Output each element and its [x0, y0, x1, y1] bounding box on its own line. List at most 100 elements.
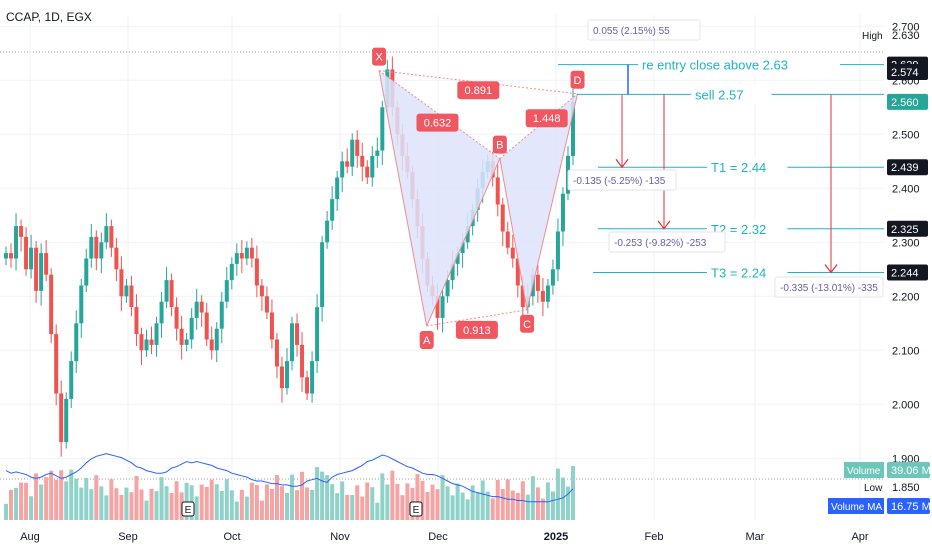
candle-body	[520, 285, 525, 308]
candle-body	[174, 307, 179, 329]
candle-body	[249, 247, 254, 259]
price-axis[interactable]: 2.7002.6002.5002.4002.3002.2002.1002.000…	[892, 21, 920, 465]
pattern-label: D	[574, 75, 582, 87]
volume-bar	[104, 495, 109, 520]
volume-bar	[274, 475, 279, 520]
volume-bar	[390, 470, 395, 520]
volume-tag-value-bg	[887, 462, 930, 478]
candle-body	[465, 226, 470, 243]
measurement-box	[774, 276, 884, 298]
volume-tag-label-bg	[844, 462, 884, 478]
candle-body	[259, 285, 264, 297]
volume-bar	[470, 485, 475, 520]
volume-bar	[269, 489, 274, 520]
volume-bar	[99, 486, 104, 520]
volume-bar	[305, 487, 310, 520]
target-arrow-head	[657, 220, 671, 230]
volume-bar	[219, 491, 224, 520]
high-label: High	[862, 31, 883, 42]
level-tag-t1: 2.439	[891, 162, 919, 174]
volume-bar	[14, 487, 19, 520]
candle-body	[89, 236, 94, 259]
level-label: T3 = 2.24	[711, 266, 766, 281]
candle-body	[380, 107, 385, 151]
volume-bar	[69, 469, 74, 520]
candle-body	[295, 323, 300, 345]
volume-bar	[84, 478, 89, 520]
volume-bar	[229, 490, 234, 520]
volume-bar	[515, 493, 520, 520]
candle-body	[335, 177, 340, 200]
candle-body	[214, 328, 219, 351]
measurement-box	[567, 169, 677, 191]
volume-bars	[4, 466, 575, 520]
volume-bar	[385, 484, 390, 520]
volume-bar	[550, 491, 555, 520]
volume-bar	[300, 471, 305, 520]
x-tick-label: Oct	[223, 531, 240, 543]
measurement-text: 0.055 (2.15%) 55	[593, 26, 670, 37]
volume-bar	[345, 494, 350, 520]
volume-bar	[340, 481, 345, 520]
pattern-label: 0.891	[465, 85, 493, 97]
candle-body	[94, 236, 99, 259]
pattern-label: C	[523, 319, 531, 331]
last-price-tag-bg	[887, 93, 928, 110]
candle-body	[560, 193, 565, 232]
candle-body	[29, 247, 34, 270]
candle-body	[79, 285, 84, 324]
volume-bar	[204, 487, 209, 520]
candle-body	[194, 301, 199, 318]
volume-bar	[19, 482, 24, 520]
vma-tag-value-bg	[887, 498, 930, 514]
candle-body	[571, 101, 575, 156]
level-label-bg	[707, 158, 788, 177]
candle-body	[104, 226, 109, 243]
volume-bar	[129, 492, 134, 520]
volume-bar	[485, 491, 490, 520]
volume-bar	[310, 489, 315, 520]
time-axis[interactable]: Aug Sep Oct Nov Dec 2025 Feb Mar Apr	[20, 531, 869, 543]
candle-body	[164, 280, 169, 302]
candle-body	[375, 150, 380, 156]
volume-bar	[249, 482, 254, 520]
candle-body	[540, 290, 545, 302]
candle-body	[19, 226, 24, 237]
volume-bar	[164, 486, 169, 520]
last-price-tag: 2.560	[891, 97, 919, 109]
candle-body	[274, 339, 279, 367]
low-label: Low	[864, 483, 883, 494]
candle-body	[234, 253, 239, 264]
symbol-title: CCAP, 1D, EGX	[6, 10, 92, 24]
volume-bar	[64, 481, 69, 520]
level-label: sell 2.57	[695, 87, 743, 102]
pattern-label-bg	[416, 113, 459, 132]
candle-body	[535, 274, 540, 291]
volume-bar	[254, 485, 259, 520]
candle-body	[179, 328, 184, 345]
earnings-marker	[181, 501, 195, 517]
earnings-marker-label: E	[413, 505, 420, 516]
candle-body	[49, 274, 54, 335]
candle-body	[129, 285, 134, 308]
candle-body	[264, 296, 269, 313]
volume-bar	[435, 489, 440, 520]
earnings-marker	[409, 501, 423, 517]
candle-body	[139, 334, 144, 351]
candle-body	[209, 339, 214, 351]
candle-body	[169, 280, 174, 308]
pattern-label-bg	[419, 331, 434, 349]
measurement-text: -0.335 (-13.01%) -335	[780, 283, 878, 294]
candle-body	[64, 398, 69, 443]
volume-bar	[360, 496, 365, 520]
candle-body	[54, 334, 59, 394]
volume-bar	[530, 476, 535, 520]
volume-bar	[415, 474, 420, 520]
volume-bar	[325, 475, 330, 520]
x-tick-label: Dec	[428, 531, 448, 543]
volume-bar	[149, 488, 154, 520]
volume-bar	[144, 500, 149, 520]
volume-bar	[565, 486, 570, 520]
